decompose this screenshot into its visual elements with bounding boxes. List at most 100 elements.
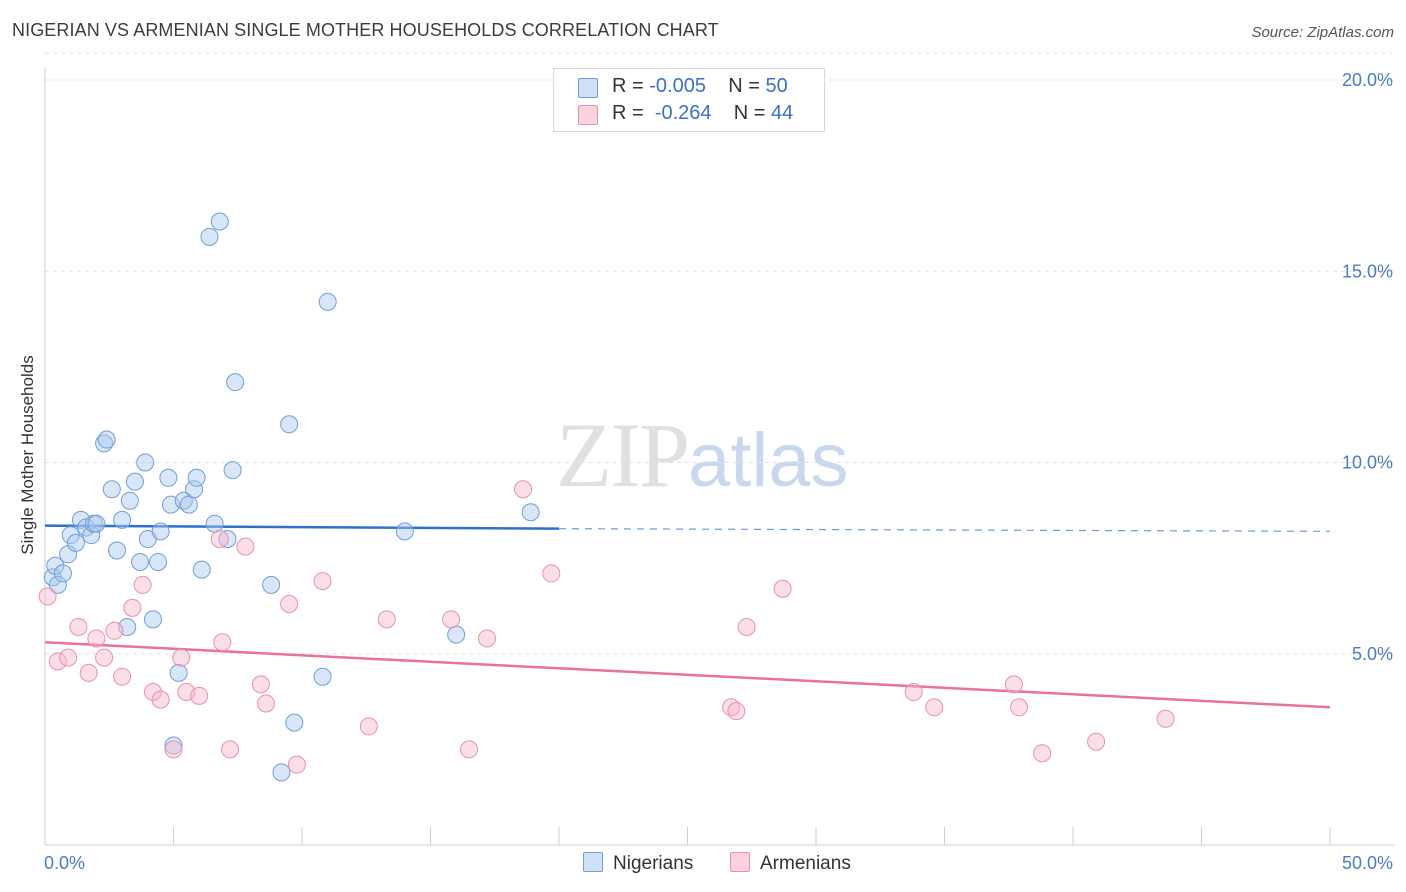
data-point-armenians xyxy=(773,579,792,598)
tick-labels: 5.0% 10.0% 15.0% 20.0% 0.0% 50.0% xyxy=(44,70,1393,873)
data-point-nigerians xyxy=(151,522,170,541)
data-point-nigerians xyxy=(521,503,540,522)
data-point-armenians xyxy=(359,717,378,736)
data-point-armenians xyxy=(1033,744,1052,763)
legend-swatch-nigerians xyxy=(578,78,598,98)
bottom-legend-swatch-armenians xyxy=(730,852,750,872)
legend-r-label: R = xyxy=(612,102,650,124)
data-point-armenians xyxy=(172,648,191,667)
data-point-nigerians xyxy=(313,667,332,686)
watermark-atlas: atlas xyxy=(688,418,849,503)
data-point-nigerians xyxy=(218,530,237,548)
data-point-nigerians xyxy=(53,564,72,583)
axes xyxy=(44,68,1395,846)
data-point-armenians xyxy=(95,648,114,667)
data-point-nigerians xyxy=(107,541,126,560)
grid-lines xyxy=(45,52,1395,655)
data-point-nigerians xyxy=(318,292,337,311)
data-point-armenians xyxy=(313,572,332,591)
data-point-nigerians xyxy=(66,533,85,552)
data-point-armenians xyxy=(236,537,255,556)
legend-r-value: -0.005 xyxy=(649,75,706,97)
data-point-nigerians xyxy=(143,610,162,629)
data-point-armenians xyxy=(210,530,229,548)
data-point-armenians xyxy=(213,633,232,652)
bottom-legend-label-armenians: Armenians xyxy=(760,853,851,874)
legend-n-value: 44 xyxy=(771,102,794,124)
data-point-nigerians xyxy=(447,625,466,644)
data-point-armenians xyxy=(190,686,209,705)
legend-r-value: -0.264 xyxy=(654,102,712,124)
data-point-nigerians xyxy=(210,212,229,231)
trend-line-nigerians-extension xyxy=(558,528,1331,532)
data-point-armenians xyxy=(1010,698,1029,717)
data-point-nigerians xyxy=(205,514,224,533)
data-point-nigerians xyxy=(149,552,168,571)
data-point-nigerians xyxy=(131,552,150,571)
data-point-armenians xyxy=(143,683,162,701)
data-point-armenians xyxy=(1087,732,1106,751)
y-tick-label: 20.0% xyxy=(1342,70,1393,90)
data-point-nigerians xyxy=(226,373,245,392)
data-point-nigerians xyxy=(262,575,281,594)
watermark-zip: ZIP xyxy=(556,404,690,506)
data-point-armenians xyxy=(59,648,78,667)
data-point-nigerians xyxy=(136,453,155,472)
data-point-nigerians xyxy=(113,510,132,529)
data-point-armenians xyxy=(69,617,88,636)
data-point-armenians xyxy=(478,629,497,648)
data-point-nigerians xyxy=(272,763,291,782)
data-point-armenians xyxy=(87,629,106,648)
data-point-nigerians xyxy=(97,430,116,449)
data-point-armenians xyxy=(514,480,533,499)
data-point-armenians xyxy=(151,690,170,709)
y-tick-label: 15.0% xyxy=(1342,261,1393,281)
data-point-nigerians xyxy=(179,495,198,514)
x-tick-label: 0.0% xyxy=(44,853,85,873)
data-points xyxy=(38,212,1175,782)
data-point-armenians xyxy=(38,587,57,606)
data-point-nigerians xyxy=(192,560,211,579)
legend-n-label: N = xyxy=(728,75,766,97)
data-point-armenians xyxy=(737,617,756,636)
legend-r-label: R = xyxy=(612,75,650,97)
data-point-nigerians xyxy=(48,575,67,594)
legend-swatch-armenians xyxy=(578,105,598,125)
data-point-nigerians xyxy=(185,480,204,499)
data-point-armenians xyxy=(251,675,270,694)
watermark: ZIPatlas xyxy=(556,402,849,508)
data-point-armenians xyxy=(280,595,299,614)
data-point-nigerians xyxy=(164,736,183,755)
bottom-legend-label-nigerians: Nigerians xyxy=(613,853,694,874)
source-label: Source: ZipAtlas.com xyxy=(1251,24,1394,41)
data-point-armenians xyxy=(727,702,746,721)
data-point-armenians xyxy=(287,755,306,774)
bottom-legend-swatch-nigerians xyxy=(583,852,603,872)
data-point-armenians xyxy=(257,694,276,713)
trend-lines xyxy=(44,524,1331,709)
data-point-armenians xyxy=(221,740,240,759)
data-point-armenians xyxy=(113,667,132,686)
data-point-armenians xyxy=(1004,675,1023,694)
data-point-armenians xyxy=(925,698,944,717)
data-point-nigerians xyxy=(285,713,304,732)
legend-n-value: 50 xyxy=(765,75,788,97)
bottom-legend-nigerians: Nigerians xyxy=(583,852,693,875)
data-point-armenians xyxy=(904,683,923,701)
data-point-nigerians xyxy=(46,556,65,575)
stats-legend: R = -0.005 N = 50 R = -0.264 N = 44 xyxy=(553,68,825,132)
data-point-nigerians xyxy=(169,663,188,682)
data-point-armenians xyxy=(164,740,183,759)
y-tick-label: 5.0% xyxy=(1352,644,1393,664)
legend-text-nigerians: R = -0.005 N = 50 xyxy=(612,75,788,98)
trend-line-armenians xyxy=(44,641,1331,709)
data-point-nigerians xyxy=(120,491,139,510)
bottom-legend-armenians: Armenians xyxy=(730,852,851,875)
data-point-nigerians xyxy=(102,480,121,499)
x-tick-label: 50.0% xyxy=(1342,853,1393,873)
data-point-armenians xyxy=(542,564,561,583)
data-point-armenians xyxy=(79,663,98,682)
data-point-nigerians xyxy=(187,468,206,487)
chart-title: NIGERIAN VS ARMENIAN SINGLE MOTHER HOUSE… xyxy=(12,20,719,40)
